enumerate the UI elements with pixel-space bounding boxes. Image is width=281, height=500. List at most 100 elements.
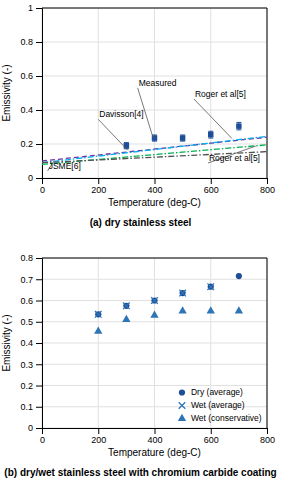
x-tick-mark bbox=[211, 178, 212, 184]
y-tick-mark bbox=[36, 42, 42, 43]
annotation: Roger et al[5] bbox=[209, 153, 260, 163]
frame-top bbox=[42, 8, 267, 9]
y-tick: 0.2 bbox=[20, 139, 42, 149]
point bbox=[95, 311, 101, 317]
y-tick-label: 0.6 bbox=[20, 296, 33, 306]
grid-line-x bbox=[267, 8, 268, 178]
point bbox=[179, 290, 186, 297]
y-axis: 00.10.20.30.40.50.60.70.8 bbox=[20, 253, 42, 433]
x-tick: 0 bbox=[40, 428, 45, 445]
y-tick-mark bbox=[36, 322, 42, 323]
grid-line-y bbox=[42, 258, 267, 259]
x-tick-label: 200 bbox=[91, 435, 106, 445]
y-tick: 0.6 bbox=[20, 71, 42, 81]
x-tick-label: 800 bbox=[260, 185, 275, 195]
y-tick-mark bbox=[36, 279, 42, 280]
point bbox=[178, 306, 186, 313]
y-axis-line bbox=[36, 259, 43, 429]
grid-line-x bbox=[98, 8, 99, 178]
marks bbox=[94, 273, 243, 334]
point bbox=[151, 297, 157, 303]
y-tick: 0.3 bbox=[20, 360, 42, 370]
x-axis-title: Temperature (deg-C) bbox=[108, 447, 201, 458]
y-tick: 0.4 bbox=[20, 338, 42, 348]
point bbox=[94, 327, 102, 334]
frame-right bbox=[267, 258, 268, 428]
grid-line-y bbox=[42, 279, 267, 280]
grid bbox=[42, 258, 267, 428]
grid-line-y bbox=[42, 364, 267, 365]
point bbox=[124, 143, 129, 148]
y-axis-title: Emissivity (-) bbox=[1, 64, 12, 121]
x-axis-line bbox=[43, 179, 268, 185]
grid-line-y bbox=[42, 321, 267, 322]
y-tick: 0 bbox=[28, 423, 42, 433]
y-tick-mark bbox=[36, 144, 42, 145]
annotations: MeasuredDavisson[4]Roger et al[5]Roger e… bbox=[48, 78, 260, 171]
point bbox=[236, 273, 242, 279]
error-bar-cap bbox=[236, 122, 241, 123]
y-tick-mark bbox=[36, 8, 42, 9]
y-tick-label: 0.2 bbox=[20, 381, 33, 391]
x-tick: 400 bbox=[147, 428, 162, 445]
point bbox=[151, 297, 158, 304]
error-bar bbox=[180, 135, 185, 141]
x-tick-label: 0 bbox=[40, 185, 45, 195]
error-bar-cap bbox=[208, 138, 213, 139]
legend-label: Wet (conservative) bbox=[191, 413, 262, 423]
x-tick-label: 600 bbox=[204, 435, 219, 445]
y-tick: 0.7 bbox=[20, 275, 42, 285]
y-tick-label: 0.6 bbox=[20, 71, 33, 81]
legend-item: Dry (average) bbox=[179, 387, 243, 397]
y-tick-label: 0 bbox=[28, 173, 33, 183]
point bbox=[208, 132, 213, 137]
point bbox=[207, 283, 214, 290]
legend-symbol bbox=[178, 414, 186, 421]
legend-item: Wet (average) bbox=[179, 400, 245, 410]
point bbox=[208, 284, 214, 290]
annotation-arrow bbox=[98, 119, 128, 150]
x-axis: 0 200 400 600 800 bbox=[40, 178, 275, 195]
y-tick-label: 0.1 bbox=[20, 402, 33, 412]
x-tick-label: 400 bbox=[147, 435, 162, 445]
x-tick: 200 bbox=[91, 428, 106, 445]
legend-symbol bbox=[179, 402, 186, 409]
frame-right bbox=[267, 8, 268, 178]
chart: 020040060080000.20.40.60.81Temperature (… bbox=[1, 3, 275, 228]
error-bar bbox=[208, 131, 213, 138]
legend-label: Wet (average) bbox=[191, 400, 245, 410]
y-tick-mark bbox=[36, 428, 42, 429]
y-tick-mark bbox=[36, 178, 42, 179]
y-tick-label: 0.4 bbox=[20, 105, 33, 115]
grid-line-y bbox=[42, 76, 267, 77]
frame-top bbox=[42, 258, 267, 259]
grid-line-x bbox=[154, 8, 155, 178]
grid-line-y bbox=[42, 385, 267, 386]
y-tick-label: 1 bbox=[28, 3, 33, 13]
x-tick: 800 bbox=[260, 428, 275, 445]
error-bar-cap bbox=[208, 131, 213, 132]
x-tick-label: 0 bbox=[40, 435, 45, 445]
y-tick-label: 0.2 bbox=[20, 139, 33, 149]
point bbox=[180, 135, 185, 140]
y-tick: 0.6 bbox=[20, 296, 42, 306]
y-tick-label: 0.4 bbox=[20, 338, 33, 348]
y-tick-label: 0.7 bbox=[20, 275, 33, 285]
y-tick-label: 0.5 bbox=[20, 317, 33, 327]
marks bbox=[42, 122, 267, 164]
y-tick-mark bbox=[36, 301, 42, 302]
x-tick-label: 400 bbox=[147, 185, 162, 195]
x-axis-title: Temperature (deg-C) bbox=[108, 197, 201, 208]
error-bar bbox=[124, 143, 129, 149]
x-tick: 600 bbox=[204, 178, 219, 195]
x-tick-mark bbox=[155, 178, 156, 184]
y-tick-mark bbox=[36, 110, 42, 111]
point bbox=[122, 315, 130, 322]
x-tick-label: 200 bbox=[91, 185, 106, 195]
error-bar bbox=[236, 122, 241, 129]
x-tick: 200 bbox=[91, 178, 106, 195]
legend-symbol bbox=[179, 389, 185, 395]
error-bar-cap bbox=[236, 129, 241, 130]
x-tick: 600 bbox=[204, 428, 219, 445]
x-tick-mark bbox=[267, 178, 268, 184]
